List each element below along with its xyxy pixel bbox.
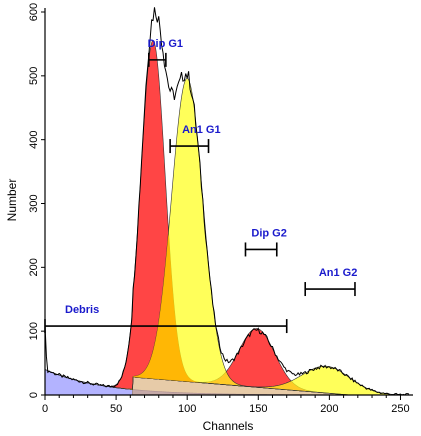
gate-label: Dip G2 <box>251 227 286 239</box>
gate-label: Dip G1 <box>148 38 183 50</box>
y-tick-label: 0 <box>28 392 40 398</box>
y-tick-label: 300 <box>28 194 40 212</box>
an1-g1-fill <box>45 78 409 395</box>
gate-an1-g1: An1 G1 <box>169 124 221 154</box>
gate-debris: Debris <box>44 304 288 334</box>
gate-dip-g2: Dip G2 <box>244 227 287 257</box>
histogram-outline-group <box>45 7 410 395</box>
y-tick-label: 500 <box>28 67 40 85</box>
x-tick-label: 200 <box>320 403 338 415</box>
gate-label: An1 G2 <box>319 267 358 279</box>
y-tick-label: 100 <box>28 322 40 340</box>
y-tick-label: 600 <box>28 3 40 21</box>
x-tick-label: 150 <box>249 403 267 415</box>
y-axis-title: Number <box>5 179 19 222</box>
y-tick-label: 400 <box>28 130 40 148</box>
y-tick-label: 200 <box>28 258 40 276</box>
gate-annotations: Dip G1 An1 G1 Dip G2 An1 G2 Debris <box>44 38 358 334</box>
x-axis-title: Channels <box>203 419 254 433</box>
gate-label: Debris <box>65 304 99 316</box>
gate-an1-g2: An1 G2 <box>304 267 358 297</box>
x-tick-label: 50 <box>110 403 122 415</box>
histogram-outline <box>45 7 410 395</box>
x-tick-label: 100 <box>178 403 196 415</box>
gate-dip-g1: Dip G1 <box>148 38 183 67</box>
gate-label: An1 G1 <box>182 124 221 136</box>
x-tick-label: 0 <box>42 403 48 415</box>
dip-g1-fill <box>45 40 409 395</box>
x-tick-label: 250 <box>391 403 409 415</box>
component-fills <box>45 40 410 395</box>
